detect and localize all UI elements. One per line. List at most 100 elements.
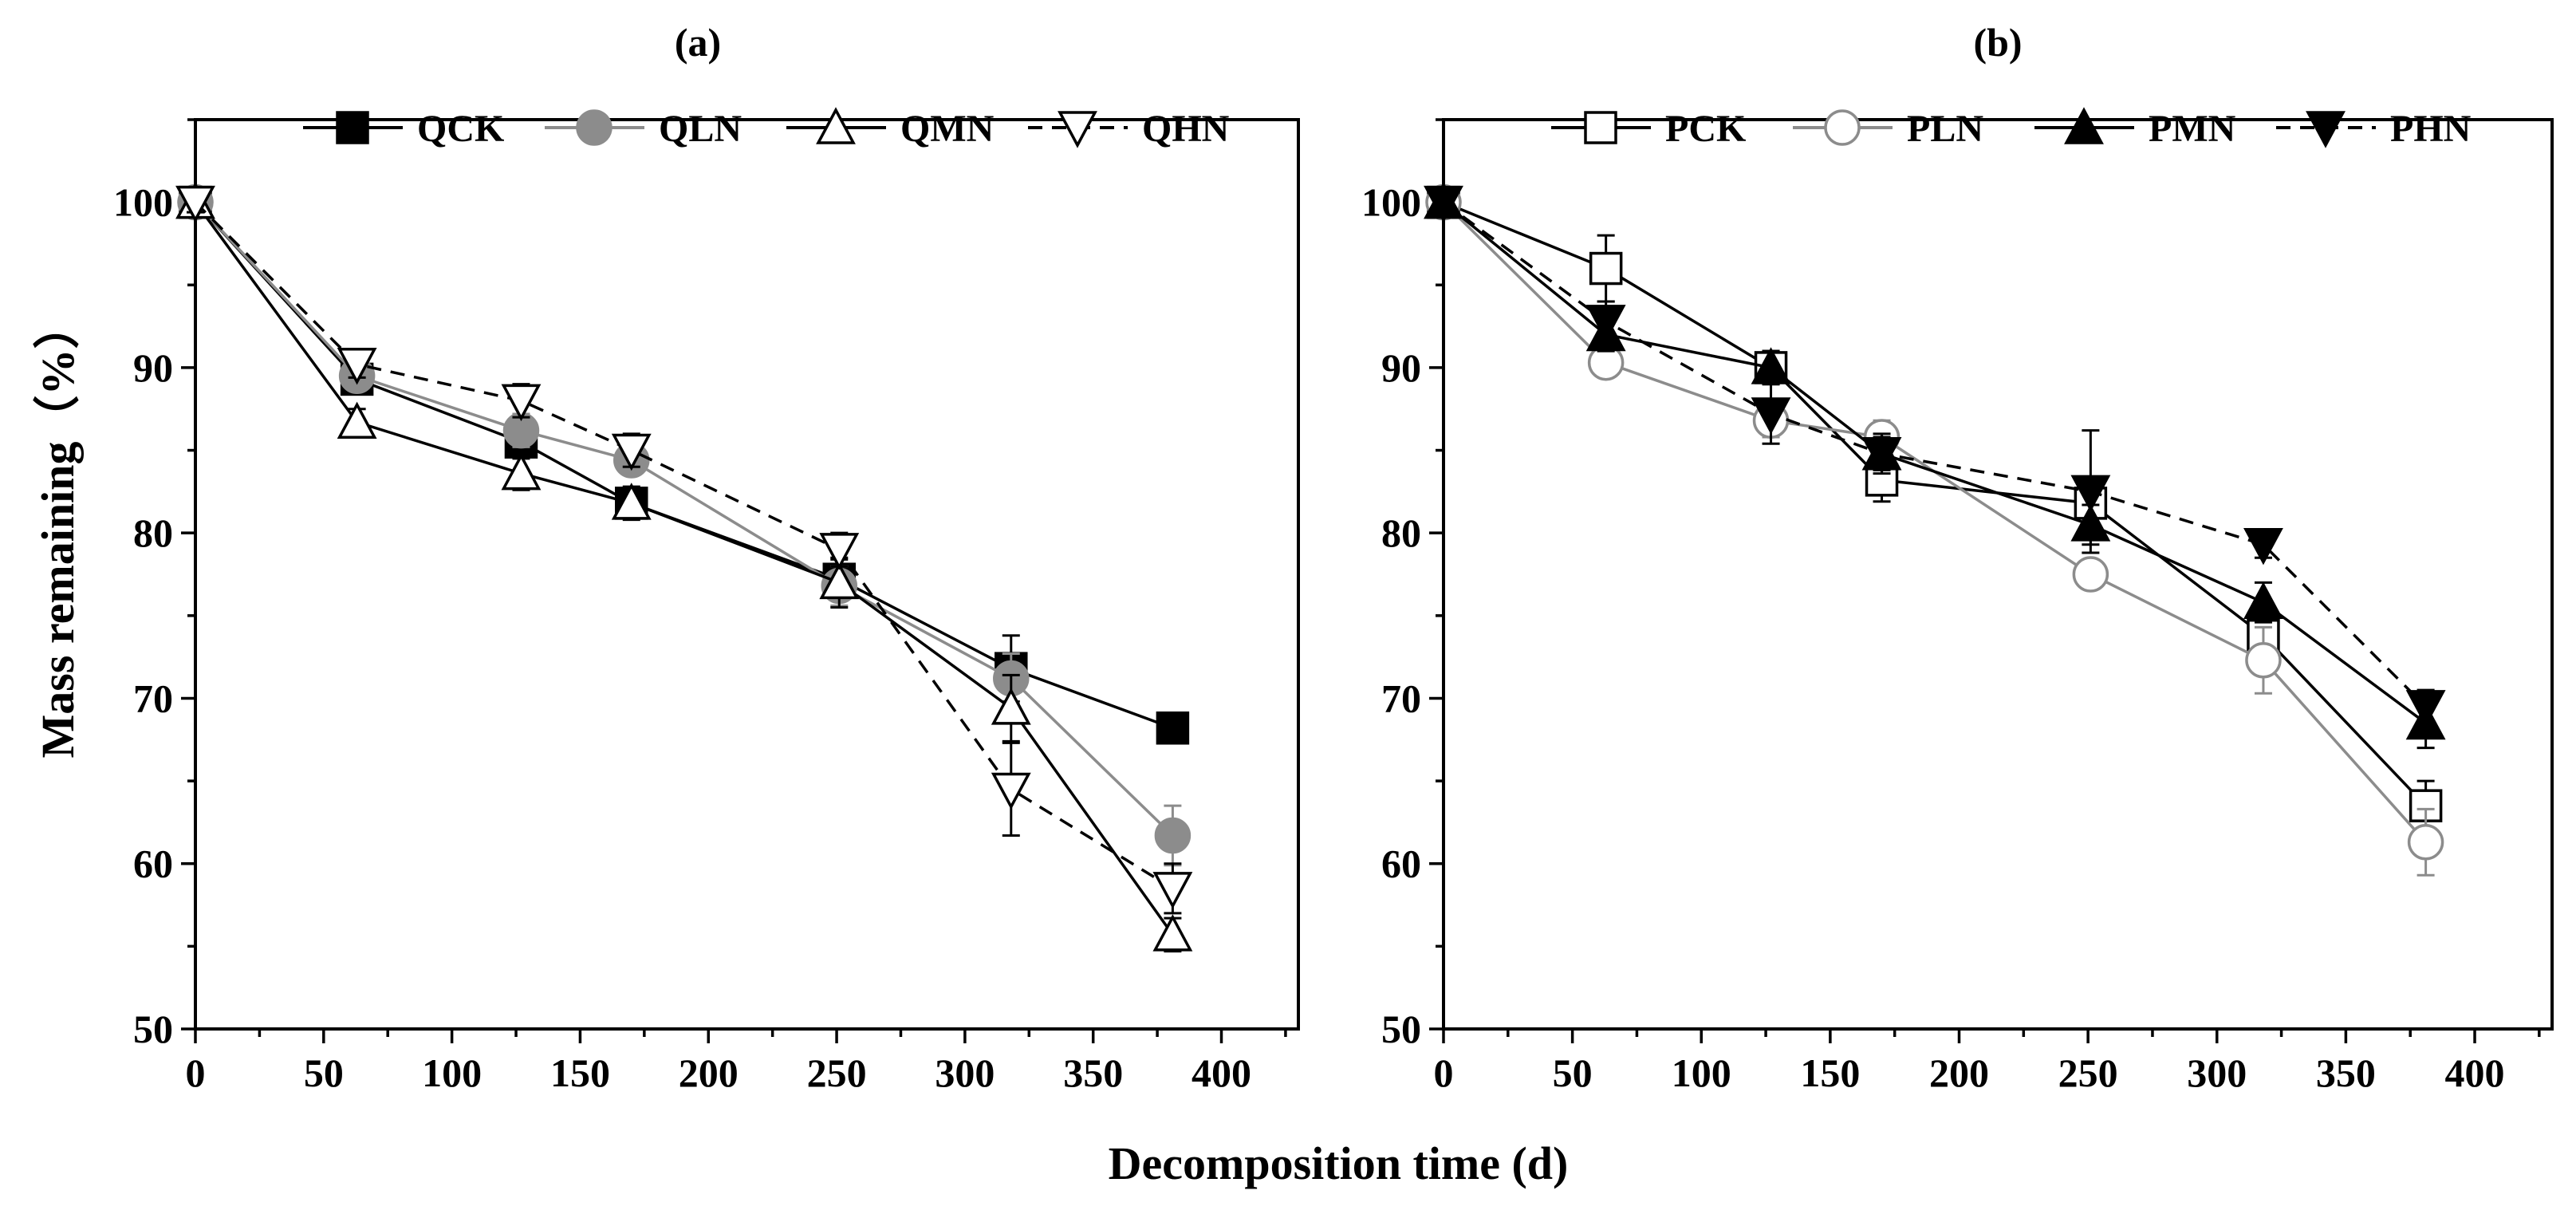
legend-marker	[336, 111, 369, 144]
x-tick-label: 100	[422, 1050, 482, 1095]
data-point	[1152, 914, 1193, 952]
data-point	[1152, 872, 1193, 909]
data-point	[819, 562, 860, 600]
x-tick-label: 50	[1553, 1050, 1593, 1095]
legend-label: QHN	[1142, 108, 1230, 150]
y-tick-label: 90	[133, 345, 173, 390]
data-point	[1154, 817, 1191, 854]
data-point	[1156, 711, 1190, 745]
data-point	[2245, 642, 2282, 679]
legend-item-PMN: PMN	[2034, 107, 2236, 150]
y-tick-label: 70	[1381, 676, 1421, 720]
y-tick-label: 50	[1381, 1007, 1421, 1051]
legend-label: PCK	[1665, 108, 1746, 150]
legend: QCK QLN QMN QHN	[303, 107, 1230, 150]
data-point	[501, 384, 542, 422]
panel-title: (a)	[675, 20, 721, 65]
x-tick-label: 250	[2058, 1050, 2118, 1095]
data-point	[2407, 824, 2444, 861]
legend: PCK PLN PMN PHN	[1551, 107, 2472, 150]
data-point	[991, 688, 1031, 725]
x-tick-label: 350	[2316, 1050, 2376, 1095]
y-tick-label: 100	[113, 180, 173, 225]
x-tick-label: 150	[1800, 1050, 1860, 1095]
data-point	[501, 452, 542, 491]
data-point	[819, 533, 860, 570]
legend-label: QCK	[417, 108, 504, 150]
y-tick-label: 80	[133, 510, 173, 555]
x-tick-label: 150	[550, 1050, 610, 1095]
data-point	[1861, 436, 1902, 475]
legend-marker	[816, 107, 856, 144]
data-point	[337, 348, 377, 385]
series-PHN	[1424, 185, 2446, 727]
legend-item-QCK: QCK	[303, 108, 504, 150]
y-tick-label: 50	[133, 1007, 173, 1051]
data-point	[611, 483, 652, 520]
data-point	[2072, 556, 2109, 593]
series-QCK	[179, 185, 1190, 745]
y-tick-label: 90	[1381, 345, 1421, 390]
data-point	[611, 433, 652, 471]
data-point	[337, 401, 377, 439]
data-point	[991, 772, 1031, 810]
panels: (a) 0 50 100 150 200 250 300 350 400 50 60 70 80 90 100…	[113, 20, 2554, 1095]
x-axis-label: Decomposition time (d)	[1109, 1137, 1569, 1189]
series-QLN	[177, 183, 1191, 867]
panel-b: (b) 0 50 100 150 200 250 300 350 400 50 60 70 80 90 100…	[1361, 20, 2554, 1095]
y-tick-label: 60	[133, 842, 173, 886]
series-QHN	[175, 185, 1193, 915]
legend-marker	[576, 109, 612, 146]
y-tick-label: 70	[133, 676, 173, 720]
y-tick-label: 100	[1361, 180, 1421, 225]
y-tick-label: 60	[1381, 842, 1421, 886]
data-point	[1424, 185, 1463, 223]
legend-label: QLN	[659, 108, 742, 150]
plot-frame	[194, 118, 1300, 1031]
legend-item-QMN: QMN	[786, 107, 995, 150]
x-tick-label: 50	[304, 1050, 344, 1095]
x-tick-label: 400	[2445, 1050, 2505, 1095]
x-tick-label: 300	[2187, 1050, 2247, 1095]
data-point	[1585, 305, 1626, 342]
data-point	[2070, 475, 2111, 513]
panel-a: (a) 0 50 100 150 200 250 300 350 400 50 60 70 80 90 100…	[113, 20, 1300, 1095]
series-line	[1443, 201, 2427, 807]
series-line	[194, 201, 1174, 730]
plot-frame	[1442, 118, 2554, 1031]
series-PCK	[1427, 185, 2443, 832]
x-tick-label: 300	[935, 1050, 995, 1095]
data-point	[1751, 347, 1791, 384]
data-point	[175, 185, 215, 223]
x-tick-label: 0	[186, 1050, 206, 1095]
series-line	[194, 201, 1174, 936]
legend-label: PMN	[2149, 108, 2236, 150]
legend-item-QHN: QHN	[1028, 108, 1230, 150]
data-point	[2243, 527, 2283, 566]
data-point	[2405, 690, 2446, 727]
legend-marker	[2306, 111, 2346, 148]
legend-marker	[1824, 109, 1861, 146]
legend-marker	[1058, 111, 1097, 148]
x-tick-label: 100	[1672, 1050, 1731, 1095]
series-line	[194, 201, 1174, 837]
legend-marker	[2064, 107, 2104, 144]
data-point	[1589, 251, 1623, 286]
series-line	[194, 201, 1174, 890]
series-QMN	[175, 181, 1193, 953]
legend-item-PLN: PLN	[1793, 108, 1983, 150]
series-PLN	[1425, 183, 2444, 877]
legend-item-PCK: PCK	[1551, 108, 1746, 150]
x-tick-label: 350	[1063, 1050, 1123, 1095]
x-tick-label: 200	[679, 1050, 739, 1095]
data-point	[1751, 397, 1791, 435]
legend-marker	[1584, 111, 1617, 144]
series-line	[1442, 201, 2427, 843]
legend-label: QMN	[900, 108, 995, 150]
legend-label: PLN	[1907, 108, 1983, 150]
panel-title: (b)	[1973, 20, 2022, 65]
x-tick-label: 200	[1929, 1050, 1989, 1095]
data-point	[2243, 581, 2283, 619]
legend-label: PHN	[2390, 108, 2472, 150]
